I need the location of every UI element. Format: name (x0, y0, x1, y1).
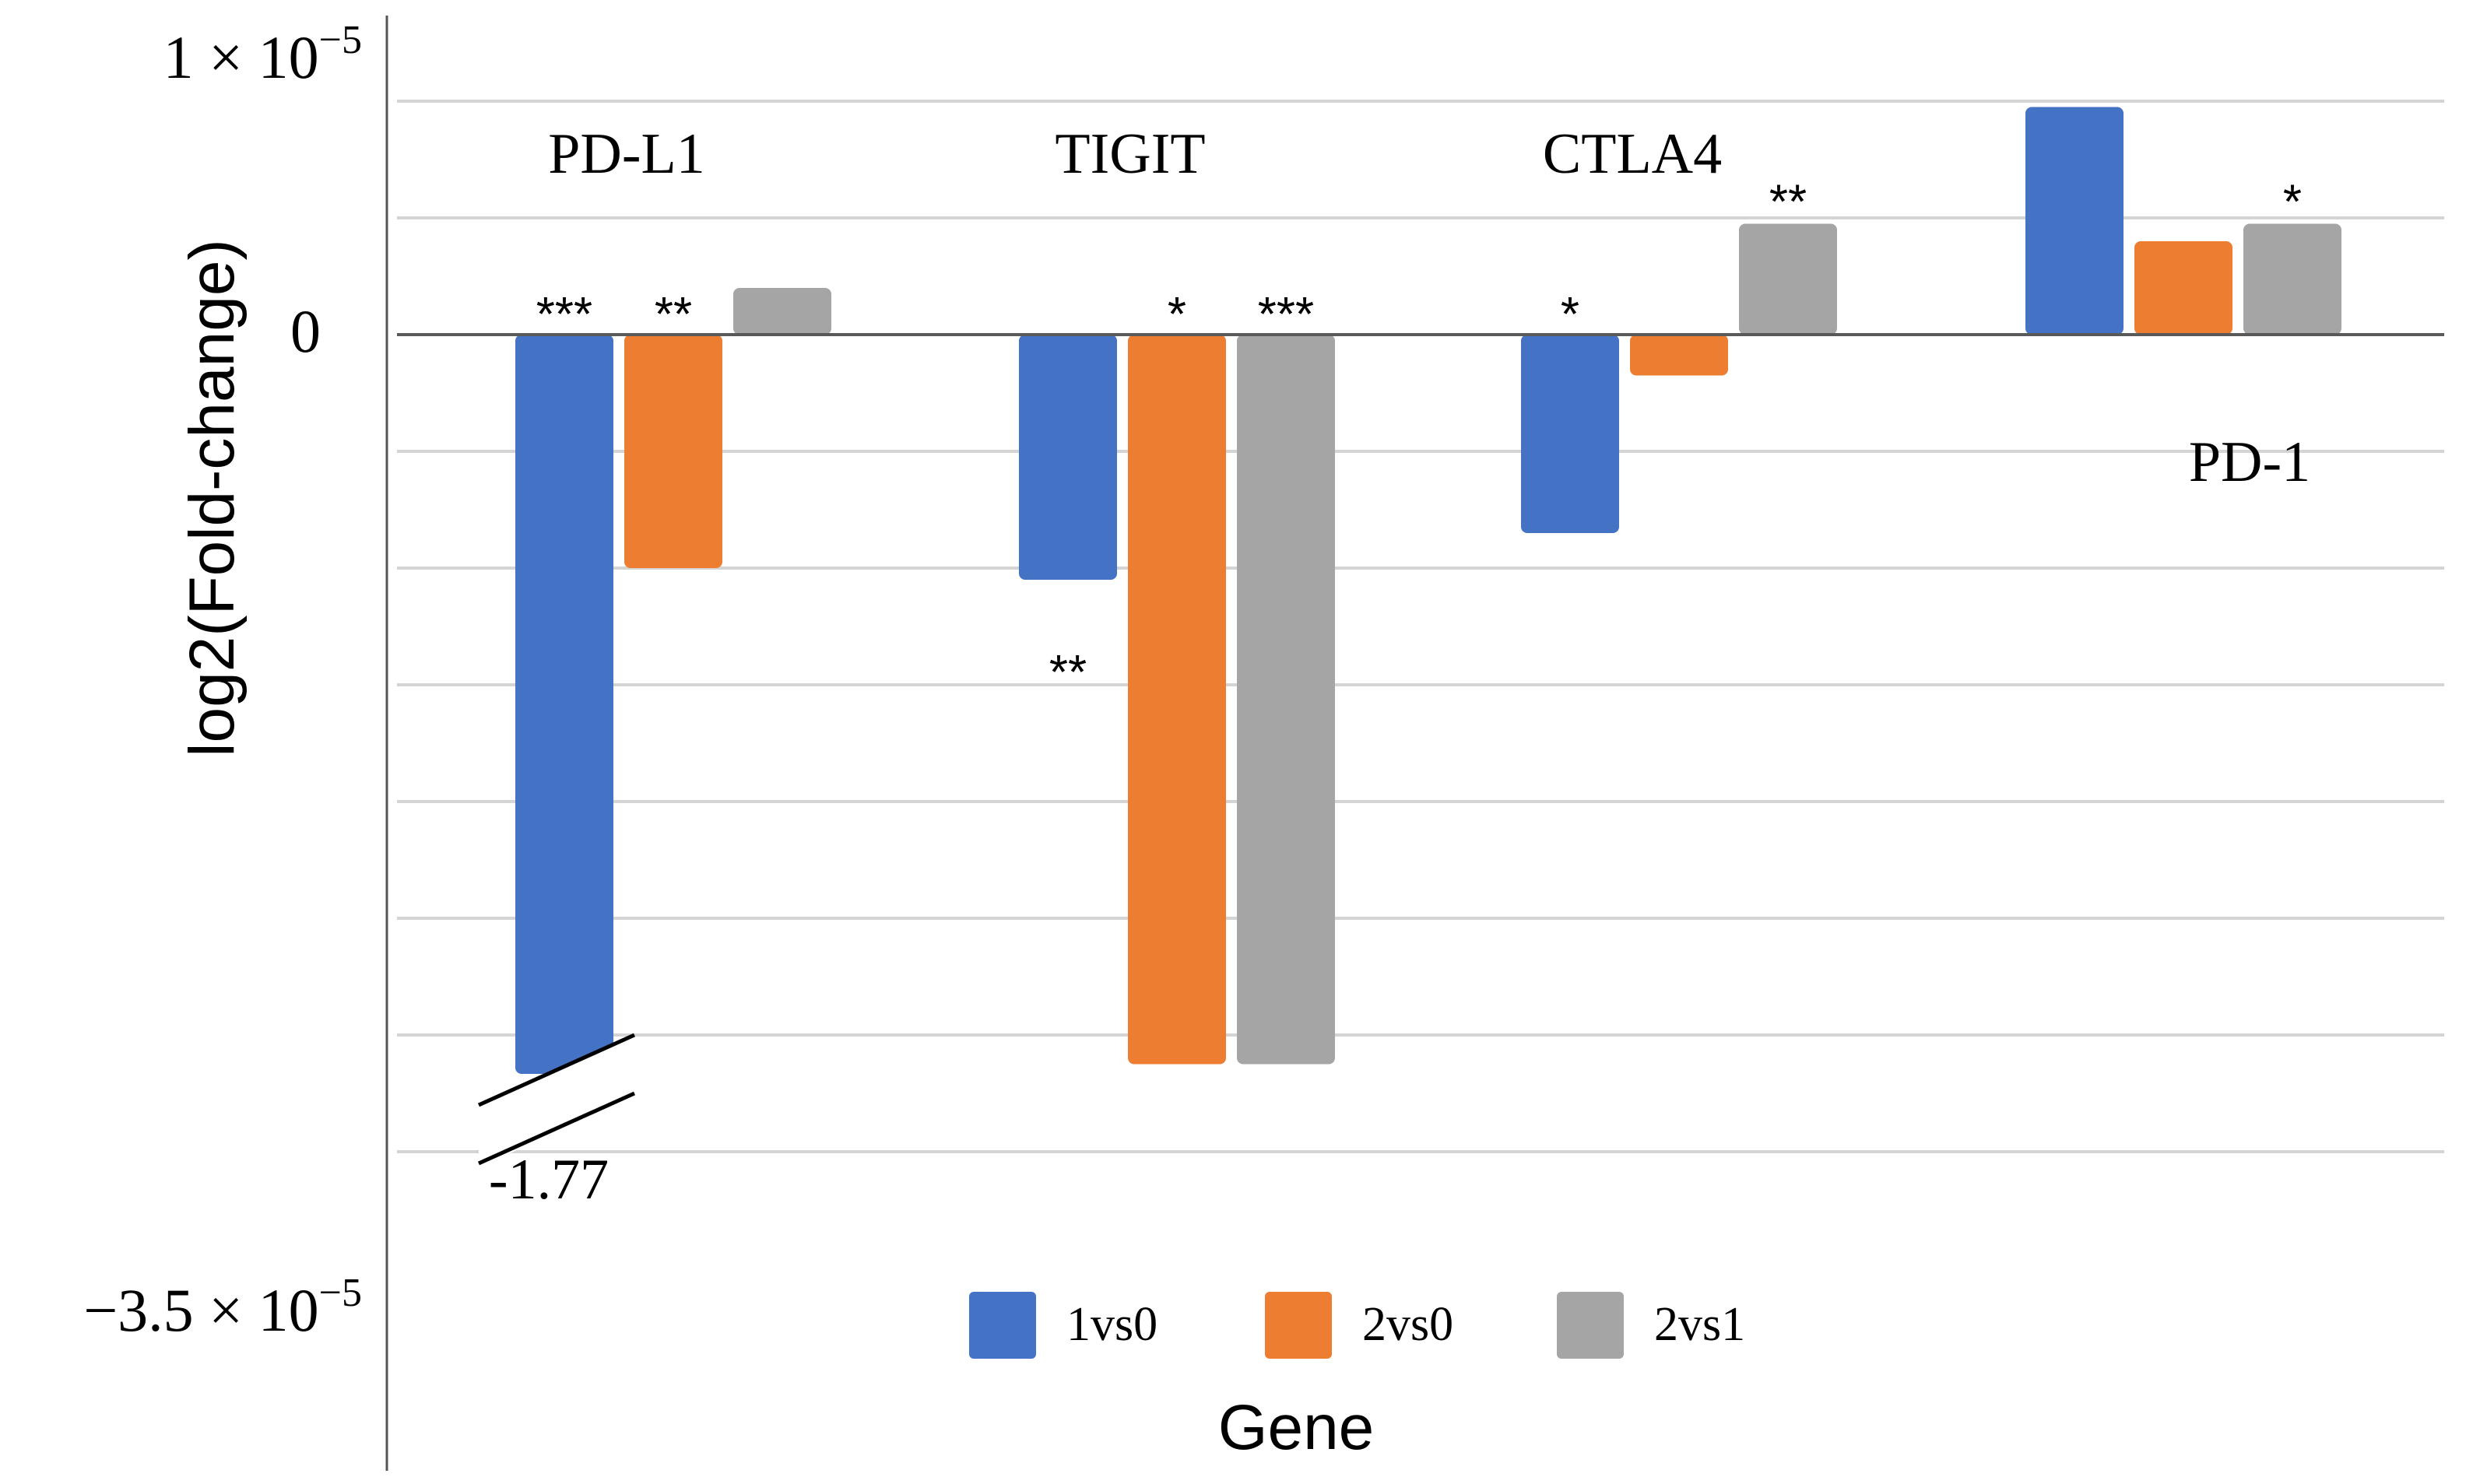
significance-mark: *** (536, 288, 592, 342)
bar-2vs1-tigit (1237, 335, 1335, 1065)
y-tick-label: 0 (290, 297, 321, 365)
axis-break-value-label: -1.77 (489, 1148, 609, 1212)
significance-mark: * (2283, 176, 2302, 230)
bar-2vs1-ctla4 (1739, 223, 1837, 335)
bar-2vs1-pd-l1 (733, 288, 831, 335)
category-label: PD-L1 (548, 122, 704, 186)
bar-1vs0-pd-1 (2025, 107, 2124, 335)
significance-mark: ** (1049, 646, 1087, 700)
legend-label: 1vs0 (1066, 1298, 1157, 1351)
y-tick-exponent: −5 (319, 18, 362, 62)
category-label: PD-1 (2189, 430, 2310, 494)
significance-mark: * (1561, 288, 1579, 342)
category-label: TIGIT (1055, 122, 1205, 186)
axis-break-line (477, 1033, 636, 1107)
legend: 1vs0 2vs0 2vs1 (969, 1292, 1745, 1359)
bar-2vs0-pd-1 (2134, 241, 2232, 335)
legend-label: 2vs1 (1654, 1298, 1745, 1351)
bar-1vs0-pd-l1 (515, 335, 613, 1074)
bar-1vs0-tigit (1019, 335, 1117, 580)
y-tick-exponent: −5 (319, 1271, 362, 1315)
bar-2vs0-pd-l1 (624, 335, 722, 568)
significance-mark: ** (655, 288, 692, 342)
gridlines (397, 100, 2444, 1153)
significance-mark: *** (1258, 288, 1314, 342)
axis-break-line (477, 1091, 636, 1166)
bar-1vs0-ctla4 (1521, 335, 1619, 533)
category-label: CTLA4 (1543, 122, 1722, 186)
bar-2vs1-pd-1 (2243, 223, 2341, 335)
y-tick-label: 1 × 10−5 (163, 18, 362, 91)
y-tick-label: −3.5 × 10−5 (83, 1271, 362, 1344)
x-axis-label: Gene (1218, 1392, 1375, 1463)
bars (515, 107, 2341, 1074)
y-axis-label: log2(Fold-change) (177, 239, 248, 757)
legend-swatch (1557, 1292, 1624, 1359)
legend-swatch (1265, 1292, 1332, 1359)
legend-label: 2vs0 (1362, 1298, 1453, 1351)
significance-mark: * (1168, 288, 1186, 342)
axis-break-layer (477, 1033, 636, 1167)
axis-break-gap (479, 1035, 634, 1167)
significance-mark: ** (1769, 176, 1807, 230)
legend-swatch (969, 1292, 1036, 1359)
bar-2vs0-tigit (1128, 335, 1226, 1065)
bar-2vs0-ctla4 (1630, 335, 1728, 376)
